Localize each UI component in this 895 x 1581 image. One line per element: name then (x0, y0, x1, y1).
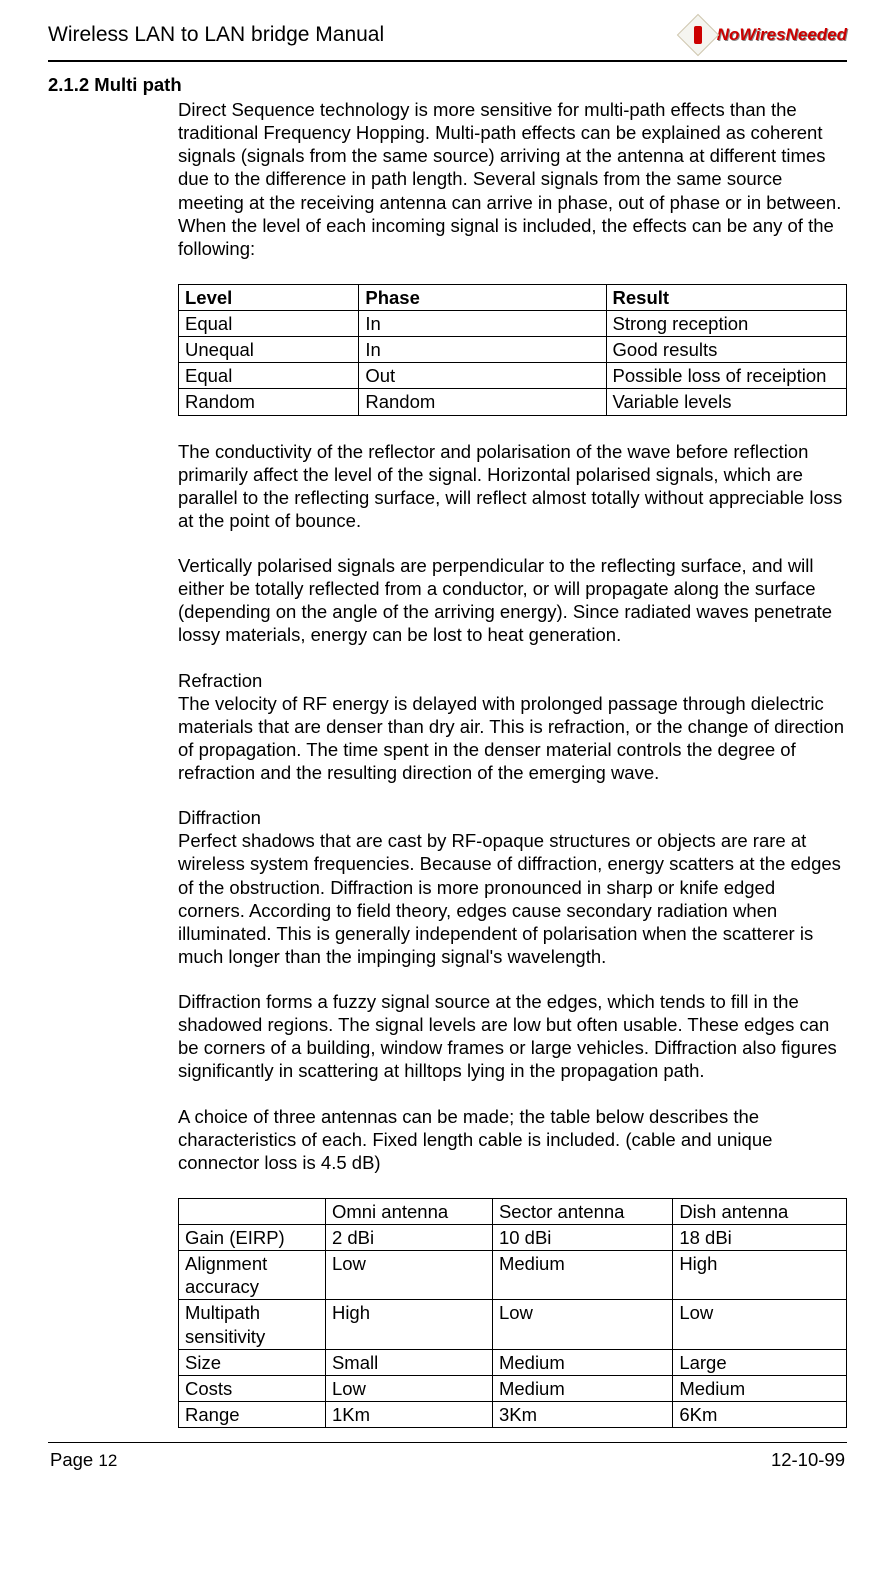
page-number: 12 (98, 1451, 117, 1470)
table-cell: 6Km (673, 1401, 847, 1427)
table-cell: Medium (492, 1375, 672, 1401)
logo-text: NoWiresNeeded (717, 25, 847, 45)
footer-divider (48, 1442, 847, 1443)
table-row: Gain (EIRP) 2 dBi 10 dBi 18 dBi (179, 1225, 847, 1251)
table-cell: Gain (EIRP) (179, 1225, 326, 1251)
refraction-heading: Refraction (178, 669, 847, 692)
page-footer: Page 12 12-10-99 (48, 1449, 847, 1471)
table-cell: 2 dBi (325, 1225, 492, 1251)
spacer (178, 1083, 847, 1105)
table-cell: Good results (606, 337, 846, 363)
table-header-cell: Omni antenna (325, 1198, 492, 1224)
table-cell: Out (359, 363, 606, 389)
table-cell: Low (492, 1300, 672, 1349)
table-cell: Low (325, 1251, 492, 1300)
table-row: Range 1Km 3Km 6Km (179, 1401, 847, 1427)
table-cell: In (359, 337, 606, 363)
table-cell: Size (179, 1349, 326, 1375)
table-cell: Medium (492, 1251, 672, 1300)
page-header: Wireless LAN to LAN bridge Manual NoWire… (48, 20, 847, 50)
logo: NoWiresNeeded (683, 20, 847, 50)
spacer (178, 1174, 847, 1196)
paragraph-diffraction-1: Perfect shadows that are cast by RF-opaq… (178, 829, 847, 968)
paragraph-antenna-intro: A choice of three antennas can be made; … (178, 1105, 847, 1174)
table-cell: Medium (673, 1375, 847, 1401)
document-title: Wireless LAN to LAN bridge Manual (48, 23, 384, 47)
table-cell: Unequal (179, 337, 359, 363)
table-row: Unequal In Good results (179, 337, 847, 363)
section-heading: 2.1.2 Multi path (48, 74, 847, 96)
table-cell: High (325, 1300, 492, 1349)
table-cell: Multipath sensitivity (179, 1300, 326, 1349)
table-header-cell: Level (179, 284, 359, 310)
page-container: Wireless LAN to LAN bridge Manual NoWire… (0, 0, 895, 1491)
table-row: Equal Out Possible loss of receiption (179, 363, 847, 389)
paragraph-vertical-polarised: Vertically polarised signals are perpend… (178, 554, 847, 647)
table-header-cell: Result (606, 284, 846, 310)
table-cell: In (359, 311, 606, 337)
table-cell: Low (673, 1300, 847, 1349)
table-row: Costs Low Medium Medium (179, 1375, 847, 1401)
table-row: Omni antenna Sector antenna Dish antenna (179, 1198, 847, 1224)
table-header-cell: Phase (359, 284, 606, 310)
content-body: Direct Sequence technology is more sensi… (178, 98, 847, 1428)
table-cell: 18 dBi (673, 1225, 847, 1251)
spacer (178, 260, 847, 282)
page-label: Page (50, 1449, 98, 1470)
spacer (178, 968, 847, 990)
diffraction-heading: Diffraction (178, 806, 847, 829)
table-cell: 1Km (325, 1401, 492, 1427)
spacer (178, 784, 847, 806)
logo-diamond-icon (677, 14, 719, 56)
table-cell: Medium (492, 1349, 672, 1375)
table-row: Size Small Medium Large (179, 1349, 847, 1375)
table-header-cell (179, 1198, 326, 1224)
table-cell: Equal (179, 363, 359, 389)
footer-date: 12-10-99 (771, 1449, 845, 1471)
table-cell: Strong reception (606, 311, 846, 337)
paragraph-intro-2: When the level of each incoming signal i… (178, 214, 847, 260)
table-cell: Costs (179, 1375, 326, 1401)
table-cell: Large (673, 1349, 847, 1375)
multipath-effects-table: Level Phase Result Equal In Strong recep… (178, 284, 847, 416)
table-cell: Possible loss of receiption (606, 363, 846, 389)
paragraph-conductivity: The conductivity of the reflector and po… (178, 440, 847, 533)
paragraph-refraction: The velocity of RF energy is delayed wit… (178, 692, 847, 785)
table-cell: 10 dBi (492, 1225, 672, 1251)
paragraph-intro-1: Direct Sequence technology is more sensi… (178, 98, 847, 214)
table-row: Alignment accuracy Low Medium High (179, 1251, 847, 1300)
table-row: Equal In Strong reception (179, 311, 847, 337)
header-divider (48, 60, 847, 62)
table-cell: High (673, 1251, 847, 1300)
table-row: Multipath sensitivity High Low Low (179, 1300, 847, 1349)
table-header-cell: Sector antenna (492, 1198, 672, 1224)
table-cell: Equal (179, 311, 359, 337)
spacer (178, 418, 847, 440)
antenna-comparison-table: Omni antenna Sector antenna Dish antenna… (178, 1198, 847, 1428)
paragraph-diffraction-2: Diffraction forms a fuzzy signal source … (178, 990, 847, 1083)
table-cell: Small (325, 1349, 492, 1375)
table-cell: Random (359, 389, 606, 415)
spacer (178, 647, 847, 669)
spacer (178, 532, 847, 554)
table-cell: Alignment accuracy (179, 1251, 326, 1300)
table-cell: Random (179, 389, 359, 415)
table-cell: 3Km (492, 1401, 672, 1427)
table-header-cell: Dish antenna (673, 1198, 847, 1224)
page-number-container: Page 12 (50, 1449, 117, 1471)
table-cell: Variable levels (606, 389, 846, 415)
table-row: Random Random Variable levels (179, 389, 847, 415)
table-cell: Range (179, 1401, 326, 1427)
table-cell: Low (325, 1375, 492, 1401)
table-row: Level Phase Result (179, 284, 847, 310)
